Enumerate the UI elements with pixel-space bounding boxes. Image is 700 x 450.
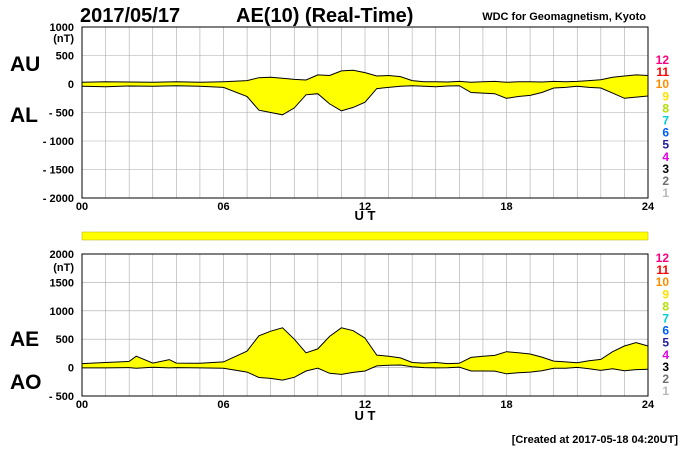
legend-station-label: 12 [656, 53, 670, 67]
legend-station-label: 1 [662, 384, 669, 398]
x-axis-label: U T [355, 208, 376, 223]
x-tick-label: 00 [76, 201, 88, 213]
legend-station-label: 3 [662, 360, 669, 374]
created-timestamp: [Created at 2017-05-18 04:20UT] [512, 434, 679, 446]
legend-station-label: 9 [662, 89, 669, 103]
y-tick-label: - 1000 [43, 136, 74, 148]
legend-station-label: 2 [662, 372, 669, 386]
legend-station-label: 8 [662, 299, 669, 313]
legend-station-label: 10 [656, 275, 670, 289]
x-tick-label: 18 [500, 201, 512, 213]
al-label: AL [10, 104, 38, 127]
x-tick-label: 00 [76, 399, 88, 411]
series-line-ae [81, 327, 649, 365]
legend-station-label: 3 [662, 162, 669, 176]
x-tick-label: 12 [359, 201, 371, 213]
x-tick-label: 24 [642, 399, 655, 411]
filled-band-area [82, 70, 648, 115]
y-tick-label: 0 [68, 79, 74, 91]
series-line-au [81, 69, 649, 83]
legend-station-label: 9 [662, 287, 669, 301]
y-tick-label: 2000 [50, 249, 74, 261]
legend-station-label: 10 [656, 77, 670, 91]
y-tick-label: 500 [56, 51, 74, 63]
chart-title: AE(10) (Real-Time) [236, 5, 413, 27]
ao-label: AO [10, 371, 42, 394]
x-axis-label: U T [355, 408, 376, 423]
y-tick-label: 1000 [50, 306, 74, 318]
y-unit-label: (nT) [53, 262, 74, 274]
legend-station-label: 4 [662, 150, 669, 164]
legend-station-label: 2 [662, 174, 669, 188]
x-tick-label: 18 [500, 399, 512, 411]
legend-station-label: 7 [662, 312, 669, 326]
legend-station-label: 6 [662, 126, 669, 140]
data-coverage-bar [81, 231, 649, 241]
series-line-ao [82, 364, 649, 381]
legend-station-label: 4 [662, 348, 669, 362]
legend-station-label: 11 [656, 65, 669, 79]
x-tick-label: 06 [217, 201, 229, 213]
series-line-al [81, 85, 649, 116]
legend-station-label: 11 [656, 263, 669, 277]
legend-station-label: 12 [656, 251, 670, 265]
source-label: WDC for Geomagnetism, Kyoto [482, 11, 646, 23]
filled-band-area [82, 327, 648, 381]
x-tick-label: 12 [359, 399, 371, 411]
legend-station-label: 5 [662, 138, 669, 152]
y-tick-label: 1000 [50, 22, 74, 34]
legend-station-label: 1 [662, 186, 669, 200]
y-unit-label: (nT) [53, 33, 74, 45]
legend-station-label: 6 [662, 324, 669, 338]
y-tick-label: - 2000 [43, 193, 74, 205]
au-label: AU [10, 53, 40, 76]
plot-frame [81, 253, 649, 397]
ae-label: AE [10, 328, 39, 351]
legend-station-label: 7 [662, 114, 669, 128]
y-tick-label: - 1500 [43, 165, 74, 177]
y-tick-label: - 500 [49, 108, 74, 120]
y-tick-label: 1500 [50, 277, 74, 289]
y-tick-label: 0 [68, 363, 74, 375]
y-tick-label: - 500 [49, 391, 74, 403]
legend-station-label: 5 [662, 336, 669, 350]
legend-station-label: 8 [662, 101, 669, 115]
plot-frame [81, 26, 649, 199]
au-al-panel: AU AL (nT) U T 1000 500 0 - 500 - 1000 - 1500… [10, 22, 655, 223]
y-tick-label: 500 [56, 334, 74, 346]
x-tick-label: 06 [217, 399, 229, 411]
date-label: 2017/05/17 [80, 5, 180, 27]
x-tick-label: 24 [642, 201, 655, 213]
